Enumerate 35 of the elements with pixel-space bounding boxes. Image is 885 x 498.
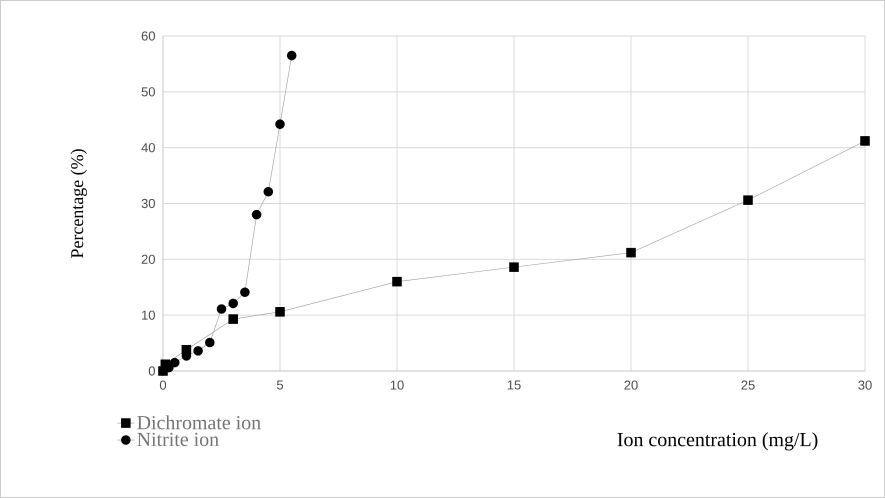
point bbox=[252, 210, 262, 220]
x-tick-label: 30 bbox=[858, 380, 872, 390]
point bbox=[240, 287, 250, 298]
point bbox=[170, 358, 180, 368]
point bbox=[286, 50, 296, 60]
y-tick-label: 20 bbox=[142, 254, 155, 264]
x-tick-label: 20 bbox=[624, 380, 638, 390]
x-axis-title: Ion concentration (mg/L) bbox=[618, 432, 818, 450]
y-tick-label: 10 bbox=[142, 310, 155, 320]
legend-label: Dichromate ion bbox=[137, 415, 261, 430]
point bbox=[216, 304, 226, 314]
x-tick-label: 0 bbox=[160, 380, 166, 390]
point bbox=[275, 119, 285, 129]
legend-label: Nitrite ion bbox=[137, 432, 219, 446]
point bbox=[205, 338, 215, 348]
point bbox=[626, 248, 636, 258]
x-tick-label: 10 bbox=[390, 380, 404, 390]
point bbox=[392, 276, 402, 286]
y-tick-label: 30 bbox=[142, 198, 155, 208]
y-tick-label: 40 bbox=[141, 143, 155, 152]
y-axis-title: Percentage (%) bbox=[70, 149, 87, 258]
point bbox=[228, 298, 238, 308]
point bbox=[228, 314, 238, 324]
x-tick-label: 25 bbox=[741, 380, 755, 390]
point bbox=[860, 136, 870, 146]
point bbox=[275, 307, 285, 317]
point bbox=[193, 346, 203, 356]
y-tick-label: 50 bbox=[142, 87, 155, 96]
x-tick-label: 15 bbox=[508, 380, 521, 390]
y-tick-label: 60 bbox=[142, 31, 155, 41]
point bbox=[743, 195, 753, 205]
point bbox=[509, 262, 519, 272]
x-tick-label: 5 bbox=[276, 380, 284, 390]
point bbox=[264, 186, 274, 197]
y-tick-label: 0 bbox=[148, 366, 155, 376]
